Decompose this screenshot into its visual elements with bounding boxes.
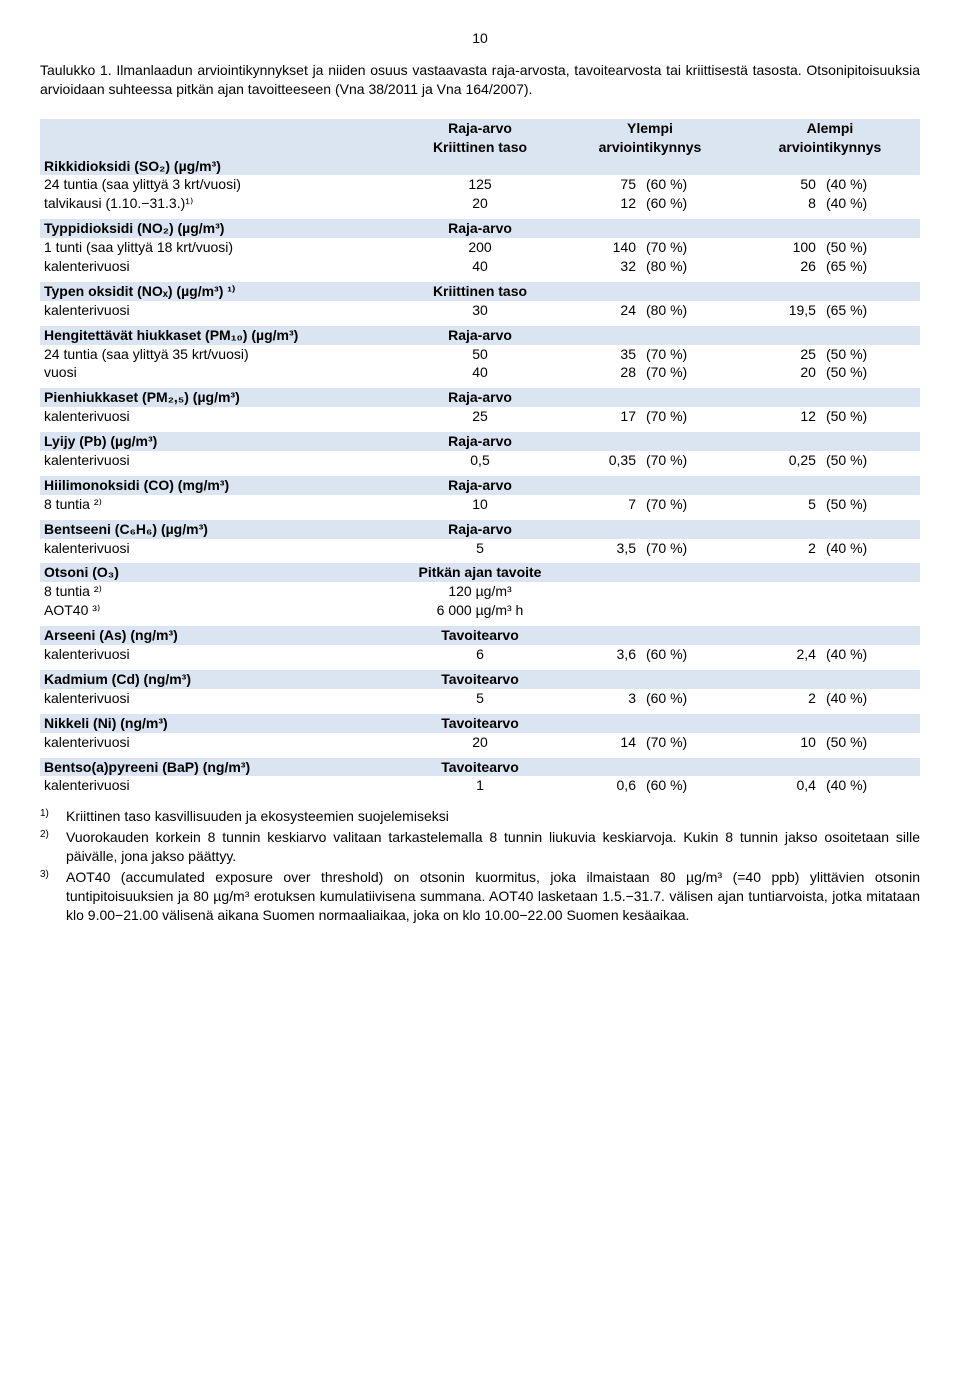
section-header-row: Hiilimonoksidi (CO) (mg/m³)Raja-arvo bbox=[40, 476, 920, 495]
footnote-marker: 2) bbox=[40, 828, 66, 866]
section-title: Rikkidioksidi (SO₂) (µg/m³) bbox=[40, 157, 400, 176]
section-header-row: Otsoni (O₃)Pitkän ajan tavoite bbox=[40, 563, 920, 582]
section-title: Lyijy (Pb) (µg/m³) bbox=[40, 432, 400, 451]
section-title: Typpidioksidi (NO₂) (µg/m³) bbox=[40, 219, 400, 238]
section-ref-label: Raja-arvo bbox=[400, 388, 560, 407]
caption-label: Taulukko 1. bbox=[40, 62, 112, 78]
section-ref-label: Tavoitearvo bbox=[400, 626, 560, 645]
table-row: 8 tuntia ²⁾120 µg/m³ bbox=[40, 582, 920, 601]
section-header-row: Typpidioksidi (NO₂) (µg/m³)Raja-arvo bbox=[40, 219, 920, 238]
section-ref-label: Raja-arvo bbox=[400, 219, 560, 238]
table-row: kalenterivuosi53,5(70 %)2(40 %) bbox=[40, 539, 920, 558]
section-title: Arseeni (As) (ng/m³) bbox=[40, 626, 400, 645]
section-title: Typen oksidit (NOₓ) (µg/m³) ¹⁾ bbox=[40, 282, 400, 301]
limit-values-table: Raja-arvoKriittinen tasoYlempiarviointik… bbox=[40, 119, 920, 796]
table-row: kalenterivuosi0,50,35(70 %)0,25(50 %) bbox=[40, 451, 920, 470]
header-lower-cell: Alempiarviointikynnys bbox=[740, 119, 920, 157]
header-upper-cell: Ylempiarviointikynnys bbox=[560, 119, 740, 157]
table-row: 24 tuntia (saa ylittyä 3 krt/vuosi)12575… bbox=[40, 175, 920, 194]
section-title: Bentso(a)pyreeni (BaP) (ng/m³) bbox=[40, 758, 400, 777]
section-title: Pienhiukkaset (PM₂,₅) (µg/m³) bbox=[40, 388, 400, 407]
section-header-row: Lyijy (Pb) (µg/m³)Raja-arvo bbox=[40, 432, 920, 451]
footnotes: 1)Kriittinen taso kasvillisuuden ja ekos… bbox=[40, 807, 920, 924]
section-ref-label: Tavoitearvo bbox=[400, 670, 560, 689]
section-title: Otsoni (O₃) bbox=[40, 563, 400, 582]
table-header-row: Raja-arvoKriittinen tasoYlempiarviointik… bbox=[40, 119, 920, 157]
section-header-row: Typen oksidit (NOₓ) (µg/m³) ¹⁾Kriittinen… bbox=[40, 282, 920, 301]
table-row: kalenterivuosi3024(80 %)19,5(65 %) bbox=[40, 301, 920, 320]
table-row: 24 tuntia (saa ylittyä 35 krt/vuosi)5035… bbox=[40, 345, 920, 364]
footnote-marker: 1) bbox=[40, 807, 66, 826]
section-title: Hengitettävät hiukkaset (PM₁₀) (µg/m³) bbox=[40, 326, 400, 345]
table-row: 8 tuntia ²⁾107(70 %)5(50 %) bbox=[40, 495, 920, 514]
footnote-text: AOT40 (accumulated exposure over thresho… bbox=[66, 868, 920, 925]
section-ref-label: Raja-arvo bbox=[400, 476, 560, 495]
section-header-row: Arseeni (As) (ng/m³)Tavoitearvo bbox=[40, 626, 920, 645]
table-row: kalenterivuosi2014(70 %)10(50 %) bbox=[40, 733, 920, 752]
section-title: Hiilimonoksidi (CO) (mg/m³) bbox=[40, 476, 400, 495]
table-row: kalenterivuosi2517(70 %)12(50 %) bbox=[40, 407, 920, 426]
table-row: AOT40 ³⁾6 000 µg/m³ h bbox=[40, 601, 920, 620]
table-row: kalenterivuosi53(60 %)2(40 %) bbox=[40, 689, 920, 708]
section-ref-label: Raja-arvo bbox=[400, 520, 560, 539]
table-caption: Taulukko 1. Ilmanlaadun arviointikynnyks… bbox=[40, 61, 920, 99]
section-header-row: Bentso(a)pyreeni (BaP) (ng/m³)Tavoitearv… bbox=[40, 758, 920, 777]
footnote-marker: 3) bbox=[40, 868, 66, 925]
section-header-row: Hengitettävät hiukkaset (PM₁₀) (µg/m³)Ra… bbox=[40, 326, 920, 345]
section-header-row: Rikkidioksidi (SO₂) (µg/m³) bbox=[40, 157, 920, 176]
section-ref-label: Tavoitearvo bbox=[400, 714, 560, 733]
page-number: 10 bbox=[40, 30, 920, 46]
footnote: 1)Kriittinen taso kasvillisuuden ja ekos… bbox=[40, 807, 920, 826]
section-ref-label: Raja-arvo bbox=[400, 432, 560, 451]
section-header-row: Nikkeli (Ni) (ng/m³)Tavoitearvo bbox=[40, 714, 920, 733]
footnote-text: Kriittinen taso kasvillisuuden ja ekosys… bbox=[66, 807, 920, 826]
header-name-cell bbox=[40, 119, 400, 157]
section-title: Nikkeli (Ni) (ng/m³) bbox=[40, 714, 400, 733]
section-header-row: Bentseeni (C₆H₆) (µg/m³)Raja-arvo bbox=[40, 520, 920, 539]
table-row: talvikausi (1.10.−31.3.)¹⁾2012(60 %)8(40… bbox=[40, 194, 920, 213]
footnote-text: Vuorokauden korkein 8 tunnin keskiarvo v… bbox=[66, 828, 920, 866]
footnote: 2)Vuorokauden korkein 8 tunnin keskiarvo… bbox=[40, 828, 920, 866]
section-title: Kadmium (Cd) (ng/m³) bbox=[40, 670, 400, 689]
table-row: vuosi4028(70 %)20(50 %) bbox=[40, 363, 920, 382]
table-row: 1 tunti (saa ylittyä 18 krt/vuosi)200140… bbox=[40, 238, 920, 257]
section-header-row: Kadmium (Cd) (ng/m³)Tavoitearvo bbox=[40, 670, 920, 689]
section-header-row: Pienhiukkaset (PM₂,₅) (µg/m³)Raja-arvo bbox=[40, 388, 920, 407]
header-ref-cell: Raja-arvoKriittinen taso bbox=[400, 119, 560, 157]
table-row: kalenterivuosi4032(80 %)26(65 %) bbox=[40, 257, 920, 276]
table-row: kalenterivuosi63,6(60 %)2,4(40 %) bbox=[40, 645, 920, 664]
section-ref-label: Kriittinen taso bbox=[400, 282, 560, 301]
section-ref-label: Pitkän ajan tavoite bbox=[400, 563, 560, 582]
section-ref-label: Raja-arvo bbox=[400, 326, 560, 345]
section-title: Bentseeni (C₆H₆) (µg/m³) bbox=[40, 520, 400, 539]
table-row: kalenterivuosi10,6(60 %)0,4(40 %) bbox=[40, 776, 920, 795]
caption-text: Ilmanlaadun arviointikynnykset ja niiden… bbox=[40, 62, 920, 97]
footnote: 3)AOT40 (accumulated exposure over thres… bbox=[40, 868, 920, 925]
section-ref-label bbox=[400, 157, 560, 176]
section-ref-label: Tavoitearvo bbox=[400, 758, 560, 777]
